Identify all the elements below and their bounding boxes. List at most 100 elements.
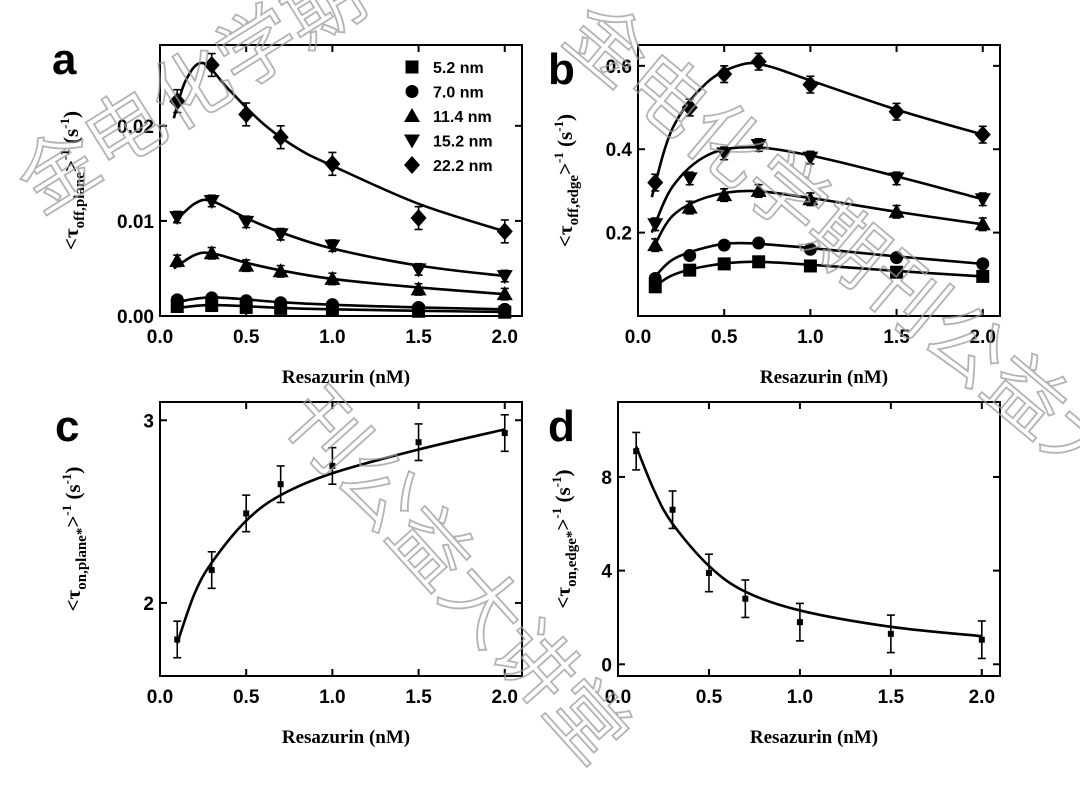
series-15-2-nm [647, 138, 991, 234]
panel-letter: b [548, 45, 575, 94]
data-point [272, 263, 289, 278]
data-point [802, 151, 819, 166]
y-tick-label: 2 [143, 594, 154, 615]
legend-label: 5.2 nm [433, 60, 484, 77]
legend-label: 11.4 nm [433, 109, 492, 126]
y-tick-label: 4 [601, 562, 612, 583]
data-point [238, 257, 255, 272]
series-5-2-nm [648, 255, 990, 294]
panel-b: 0.0 0.5 1.0 1.5 2.0 0.2 0.4 0.6 Resazurin (nM) <τ… [548, 44, 1001, 388]
data-point [203, 55, 220, 74]
series-11-4-nm [169, 245, 513, 301]
data-point [496, 222, 513, 241]
panel-c: 0.0 0.5 1.0 1.5 2.0 2 3 Resazurin (nM) <τon,plan… [55, 401, 523, 748]
data-point [647, 218, 664, 233]
axis-frame [637, 44, 1001, 317]
series-on-plane [173, 413, 509, 659]
y-tick-label: 0.02 [117, 117, 154, 138]
data-point [716, 187, 733, 202]
data-point [647, 173, 664, 192]
series-15-2-nm [169, 194, 513, 285]
data-point [802, 191, 819, 206]
data-point [272, 228, 289, 243]
data-point [238, 105, 255, 124]
legend: 5.2 nm 7.0 nm 11.4 nm 15.2 nm 22.2 nm [404, 60, 493, 175]
data-point [648, 271, 662, 285]
data-point [976, 269, 990, 283]
panel-letter: d [548, 402, 575, 451]
x-axis-label: Resazurin (nM) [282, 727, 410, 748]
data-point [169, 252, 186, 267]
x-tick-label: 2.0 [969, 687, 995, 708]
data-point [890, 251, 904, 265]
data-point [752, 236, 766, 250]
data-point [978, 636, 985, 643]
x-tick-label: 0.0 [605, 687, 631, 708]
data-point [410, 263, 427, 278]
data-point [683, 249, 697, 263]
y-axis-label: <τon,edge*>-1 (s-1) [549, 470, 580, 609]
data-point [243, 510, 250, 517]
data-point [324, 154, 341, 173]
series-on-edge [632, 431, 986, 660]
legend-marker [404, 108, 420, 122]
data-point [890, 265, 904, 279]
data-point [803, 242, 817, 256]
series-22-2-nm [647, 52, 991, 198]
x-tick-label: 1.0 [319, 327, 345, 348]
data-point [169, 211, 186, 226]
data-point [974, 216, 991, 231]
x-tick-label: 0.5 [233, 327, 260, 348]
data-point [717, 257, 731, 271]
data-point [325, 298, 339, 312]
data-point [203, 194, 220, 209]
data-point [277, 481, 284, 488]
legend-marker [404, 134, 420, 149]
panel-a: 0.0 0.5 1.0 1.5 2.0 0.00 0.01 0.02 Resazurin (nM… [52, 35, 523, 388]
data-point [205, 291, 219, 305]
x-tick-label: 0.5 [711, 327, 738, 348]
data-point [681, 172, 698, 187]
data-point [742, 595, 749, 602]
data-point [274, 296, 288, 310]
y-tick-label: 0.6 [606, 57, 632, 78]
data-point [496, 270, 513, 285]
series-7-0-nm [170, 291, 512, 316]
data-point [974, 125, 991, 144]
data-point [796, 619, 803, 626]
data-point [716, 65, 733, 84]
data-point [976, 257, 990, 271]
data-point [888, 172, 905, 187]
fit-curve [172, 198, 505, 278]
x-tick-label: 1.5 [405, 327, 432, 348]
data-point [170, 293, 184, 307]
data-point [272, 128, 289, 147]
x-tick-label: 1.5 [878, 687, 905, 708]
data-point [415, 439, 422, 446]
data-point [174, 636, 181, 643]
data-point [669, 506, 676, 513]
legend-label: 7.0 nm [433, 85, 484, 102]
y-tick-label: 0.2 [606, 224, 632, 245]
y-tick-label: 3 [143, 411, 154, 432]
y-tick-label: 0.01 [117, 212, 154, 233]
data-point [412, 300, 426, 314]
data-point [203, 245, 220, 260]
x-tick-label: 0.0 [625, 327, 651, 348]
data-point [752, 255, 766, 269]
axis-frame [159, 44, 523, 317]
data-point [647, 237, 664, 252]
data-point [324, 270, 341, 285]
data-point [498, 302, 512, 316]
data-point [410, 281, 427, 296]
data-point [716, 147, 733, 162]
y-tick-label: 0.4 [606, 140, 633, 161]
data-point [705, 569, 712, 576]
data-point [633, 448, 640, 455]
fit-curve [634, 446, 982, 638]
x-tick-label: 1.0 [319, 687, 345, 708]
data-point [501, 430, 508, 437]
panel-d: 0.0 0.5 1.0 1.5 2.0 0 4 8 Resazurin (nM) <τon,edg… [548, 401, 1001, 748]
panel-letter: a [52, 35, 77, 84]
